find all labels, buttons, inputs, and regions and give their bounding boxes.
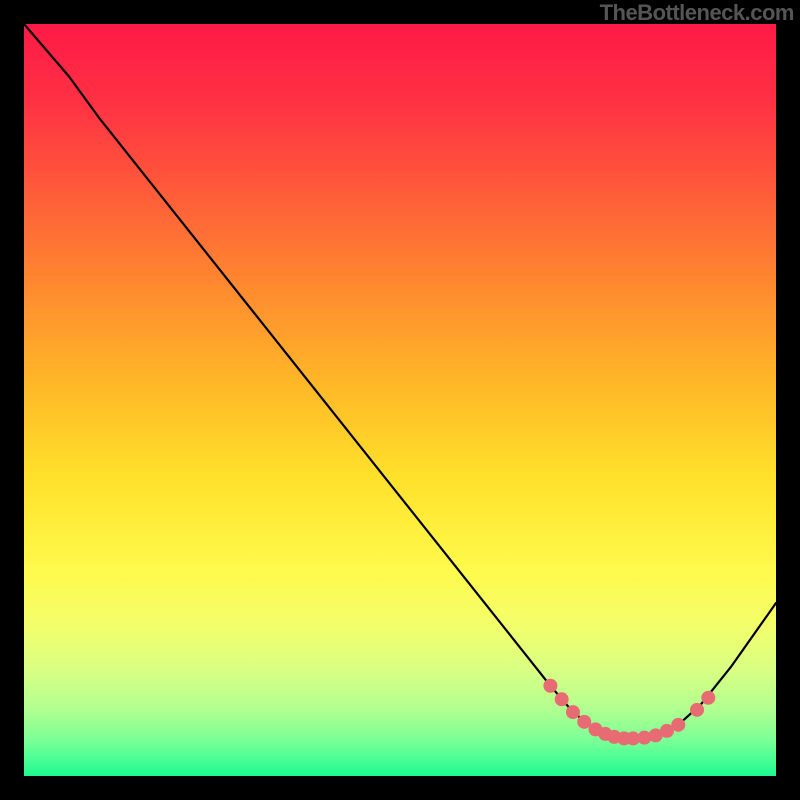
- curve-marker: [578, 715, 591, 728]
- watermark-text: TheBottleneck.com: [600, 0, 794, 26]
- curve-marker: [638, 731, 651, 744]
- bottleneck-chart: [0, 0, 800, 800]
- chart-container: { "meta": { "watermark": "TheBottleneck.…: [0, 0, 800, 800]
- curve-marker: [566, 706, 579, 719]
- curve-marker: [555, 693, 568, 706]
- curve-marker: [544, 679, 557, 692]
- curve-marker: [691, 703, 704, 716]
- curve-marker: [672, 718, 685, 731]
- plot-background: [24, 24, 776, 776]
- curve-marker: [702, 691, 715, 704]
